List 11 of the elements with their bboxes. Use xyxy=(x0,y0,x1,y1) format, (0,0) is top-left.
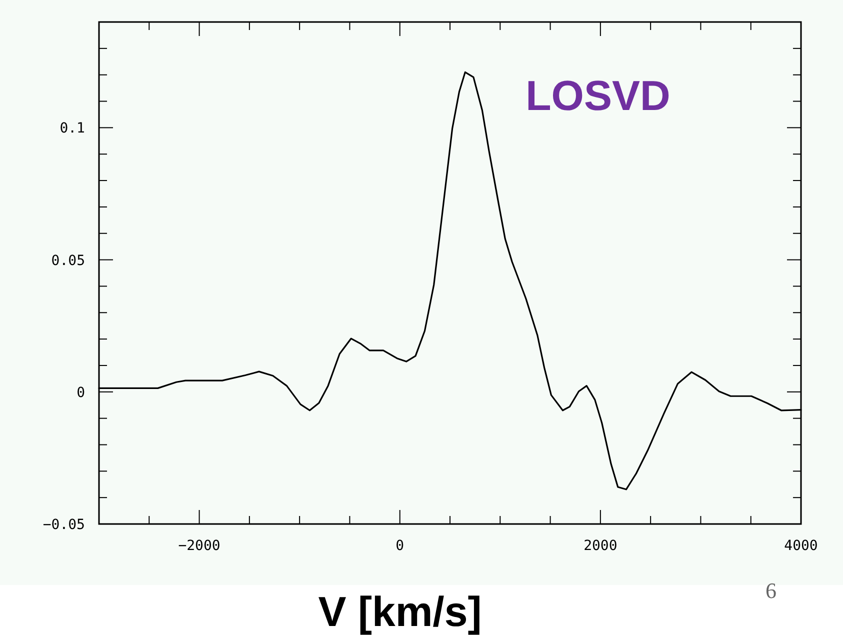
x-tick-label: −2000 xyxy=(178,538,220,554)
y-tick-label: −0.05 xyxy=(42,517,85,533)
x-tick-label: 0 xyxy=(396,538,404,554)
annotation: LOSVD xyxy=(526,72,670,119)
x-tick-label: 4000 xyxy=(784,538,818,554)
y-tick-label: 0.05 xyxy=(51,252,85,269)
text: 6 xyxy=(766,578,776,603)
y-tick-label: 0 xyxy=(76,384,85,401)
x-tick-label: 2000 xyxy=(584,538,618,554)
x-axis-title: V [km/s] xyxy=(318,588,482,635)
y-tick-label: 0.1 xyxy=(60,120,85,137)
